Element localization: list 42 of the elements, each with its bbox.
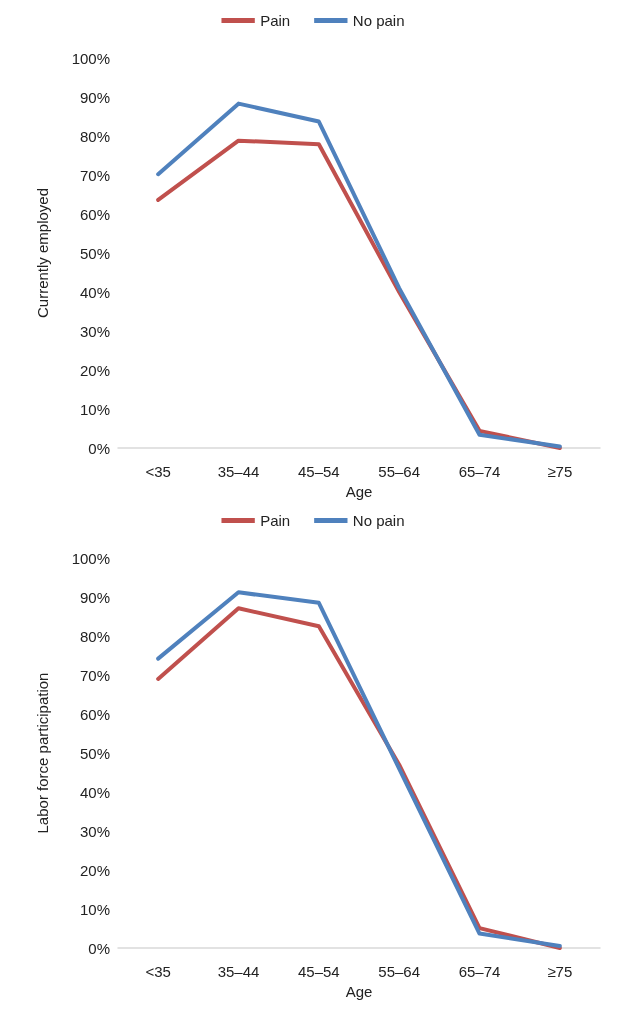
x-tick-label: 55–64 <box>378 963 421 980</box>
y-tick-label: 50% <box>79 744 110 762</box>
y-tick-label: 100% <box>71 49 110 67</box>
legend-label: No pain <box>352 512 405 529</box>
x-tick-label: ≥75 <box>547 963 573 980</box>
y-tick-label: 90% <box>79 588 110 606</box>
y-tick-label: 60% <box>79 205 110 223</box>
x-tick-label: 35–44 <box>217 963 260 980</box>
y-tick-label: 0% <box>88 939 110 957</box>
x-tick-label: ≥75 <box>547 463 573 480</box>
y-tick-label: 90% <box>79 88 110 106</box>
x-axis-title: Age <box>345 983 373 1000</box>
y-tick-label: 20% <box>79 361 110 379</box>
y-tick-label: 10% <box>79 900 110 918</box>
y-axis-title: Labor force participation <box>34 672 51 834</box>
y-tick-label: 80% <box>79 127 110 145</box>
x-tick-label: 45–54 <box>297 963 340 980</box>
y-tick-label: 20% <box>79 861 110 879</box>
y-tick-label: 70% <box>79 666 110 684</box>
x-axis-title: Age <box>345 483 373 500</box>
y-axis-title: Currently employed <box>34 187 51 319</box>
x-tick-label: 65–74 <box>458 963 501 980</box>
y-tick-label: 10% <box>79 400 110 418</box>
y-tick-label: 30% <box>79 822 110 840</box>
x-tick-label: 45–54 <box>297 463 340 480</box>
legend-label: Pain <box>260 12 291 29</box>
x-tick-label: <35 <box>145 963 171 980</box>
y-tick-label: 70% <box>79 166 110 184</box>
x-tick-label: 65–74 <box>458 463 501 480</box>
legend-label: Pain <box>260 512 291 529</box>
x-tick-label: 55–64 <box>378 463 421 480</box>
y-tick-label: 60% <box>79 705 110 723</box>
y-tick-label: 50% <box>79 244 110 262</box>
y-tick-label: 80% <box>79 627 110 645</box>
y-tick-label: 30% <box>79 322 110 340</box>
x-tick-label: <35 <box>145 463 171 480</box>
y-tick-label: 40% <box>79 783 110 801</box>
y-tick-label: 0% <box>88 439 110 457</box>
x-tick-label: 35–44 <box>217 463 260 480</box>
y-tick-label: 40% <box>79 283 110 301</box>
y-tick-label: 100% <box>71 549 110 567</box>
legend-label: No pain <box>352 12 405 29</box>
